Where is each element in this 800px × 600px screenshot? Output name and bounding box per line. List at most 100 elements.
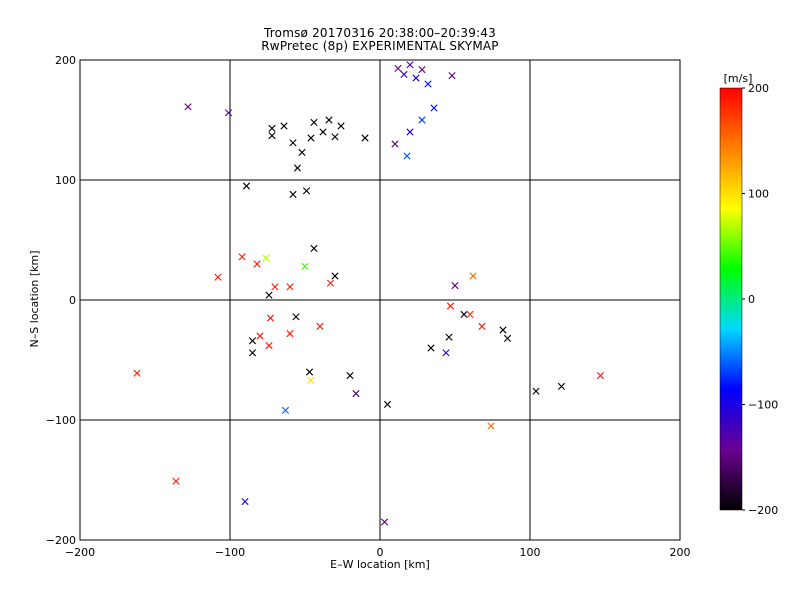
data-point-cross: [316, 322, 324, 330]
data-point-cross: [451, 282, 459, 290]
data-point-cross: [446, 302, 455, 310]
data-point-cross: [224, 109, 233, 117]
data-point-cross: [292, 313, 300, 321]
data-point-cross: [238, 253, 246, 261]
data-point-cross: [307, 134, 315, 142]
ticks-layer: −200 −100 0 100 200 −200 −100 0 100 200: [46, 54, 691, 559]
data-point-cross: [248, 349, 257, 357]
y-tick-label: 200: [55, 54, 76, 67]
data-point-cross: [557, 382, 566, 390]
data-point-cross: [301, 262, 309, 270]
x-tick-label: 0: [377, 546, 384, 559]
data-point-cross: [466, 310, 474, 318]
x-tick-label: −100: [215, 546, 245, 559]
colorbar-label: [m/s]: [724, 72, 753, 85]
data-point-cross: [427, 344, 435, 352]
data-point-cross: [241, 498, 249, 506]
chart-title-block: Tromsø 20170316 20:38:00–20:39:43 RwPret…: [80, 27, 680, 53]
data-point-cross: [266, 314, 275, 322]
y-axis-title: N–S location [km]: [28, 250, 41, 347]
colorbar-tick-label: 100: [748, 188, 769, 201]
data-point-cross: [596, 372, 605, 380]
y-tick-label: 0: [69, 294, 76, 307]
grid-layer: [80, 60, 680, 540]
data-point-cross: [337, 122, 345, 130]
x-tick-label: −200: [65, 546, 95, 559]
data-point-cross: [503, 334, 512, 342]
data-point-cross: [391, 140, 399, 148]
data-point-cross: [268, 124, 276, 132]
data-point-cross: [307, 376, 315, 384]
chart-title: Tromsø 20170316 20:38:00–20:39:43: [264, 26, 496, 40]
data-point-cross: [184, 103, 192, 111]
data-point-cross: [280, 122, 288, 130]
data-point-cross: [256, 332, 264, 340]
colorbar: 200 100 0 −100 −200: [719, 82, 778, 517]
data-point-cross: [442, 349, 450, 357]
data-point-cross: [406, 61, 414, 69]
data-point-cross: [430, 104, 438, 112]
data-point-cross: [445, 333, 453, 341]
data-point-cross: [424, 80, 432, 88]
data-point-cross: [346, 372, 354, 380]
colorbar-tick-label: −100: [748, 399, 778, 412]
data-point-cross: [448, 72, 456, 80]
data-point-cross: [248, 337, 257, 345]
data-point-cross: [268, 132, 276, 140]
data-point-cross: [242, 182, 251, 190]
data-point-cross: [172, 477, 180, 485]
y-tick-label: −200: [46, 534, 76, 547]
data-point-cross: [380, 518, 389, 526]
chart-subtitle: RwPretec (8p) EXPERIMENTAL SKYMAP: [261, 39, 499, 53]
data-point-cross: [253, 260, 261, 268]
data-point-cross: [487, 422, 495, 430]
colorbar-tick-label: 200: [748, 82, 769, 95]
data-point-cross: [352, 390, 360, 398]
data-point-cross: [361, 134, 369, 142]
data-point-cross: [262, 254, 270, 262]
data-point-cross: [281, 406, 290, 414]
y-tick-label: 100: [55, 174, 76, 187]
data-point-cross: [265, 291, 273, 299]
colorbar-gradient-bar: [719, 87, 743, 511]
data-point-cross: [460, 310, 468, 318]
data-point-cross: [499, 326, 507, 334]
data-point-cross: [265, 342, 273, 350]
data-point-cross: [400, 70, 408, 78]
points-layer: [133, 61, 605, 526]
colorbar-tick-label: −200: [748, 504, 778, 517]
data-point-cross: [478, 322, 486, 330]
data-point-cross: [418, 116, 426, 124]
data-point-cross: [394, 64, 402, 72]
data-point-cross: [325, 116, 333, 124]
data-point-cross: [469, 272, 477, 280]
colorbar-tick-label: 0: [748, 293, 755, 306]
data-point-cross: [319, 128, 327, 136]
data-point-cross: [310, 118, 318, 126]
data-point-cross: [271, 283, 279, 291]
y-tick-label: −100: [46, 414, 76, 427]
data-point-cross: [302, 187, 311, 195]
data-point-cross: [214, 273, 222, 281]
data-point-cross: [326, 279, 335, 287]
data-point-cross: [331, 272, 339, 280]
data-point-cross: [286, 330, 294, 338]
data-point-cross: [289, 190, 297, 198]
data-point-cross: [286, 283, 294, 291]
data-point-cross: [298, 148, 306, 156]
frame-layer: [79, 59, 681, 541]
data-point-cross: [532, 387, 540, 395]
data-point-cross: [331, 133, 339, 141]
data-point-cross: [418, 66, 426, 74]
data-point-cross: [133, 369, 141, 377]
data-point-cross: [403, 152, 411, 160]
data-point-cross: [289, 139, 297, 147]
data-point-cross: [412, 74, 420, 82]
data-point-cross: [293, 164, 302, 172]
x-tick-label: 100: [520, 546, 541, 559]
data-point-cross: [305, 368, 314, 376]
x-axis-title: E–W location [km]: [330, 558, 430, 571]
data-point-cross: [383, 400, 392, 408]
x-tick-label: 200: [670, 546, 691, 559]
